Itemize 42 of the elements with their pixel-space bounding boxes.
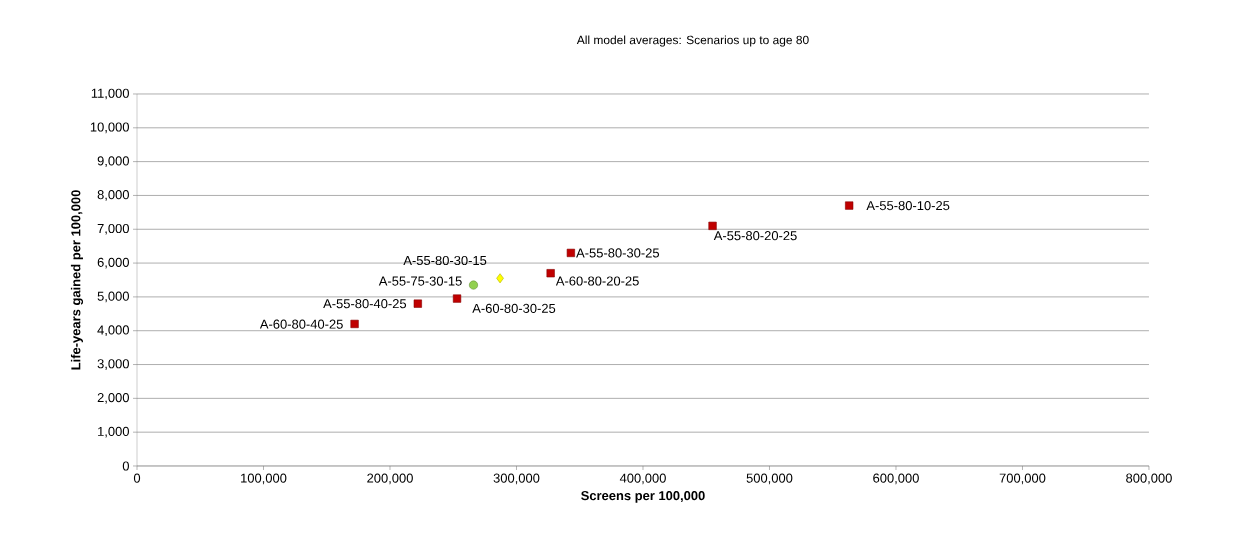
y-tick-label: 2,000 [97,392,129,404]
x-tick-label: 500,000 [746,473,793,485]
chart-title: All model averages: Scenarios up to age 80 [576,35,809,47]
point [708,221,717,230]
y-tick-label: 4,000 [97,325,129,337]
point [452,294,462,303]
point [546,269,555,278]
point [845,201,854,210]
point [566,248,575,258]
x-tick-label: 0 [133,473,141,483]
x-tick-label: 100,000 [241,473,287,485]
x-tick-label: 800,000 [1126,473,1172,485]
y-tick-label: 5,000 [97,291,129,303]
annotation: A-55-80-10-25 [866,201,950,211]
y-tick-label: 3,000 [97,359,129,370]
x-tick-label: 600,000 [873,473,919,485]
y-tick-label: 7,000 [97,223,129,235]
annotation: A-55-80-30-25 [576,248,660,258]
annotation: A-55-80-20-25 [713,231,797,241]
x-axis-title: Screens per 100,000 [581,491,705,503]
y-tick-label: 10,000 [90,122,129,134]
point [350,319,359,329]
x-tick-label: 400,000 [619,473,666,485]
point [496,273,504,284]
point [413,299,422,308]
point [468,280,478,290]
y-tick-label: 0 [122,461,129,471]
y-axis-title: Life-years gained per 100,000 [70,190,84,370]
x-tick-label: 300,000 [493,473,540,485]
annotation: A-55-80-30-15 [403,255,487,266]
y-tick-label: 1,000 [98,426,129,438]
y-tick-label: 6,000 [97,257,129,269]
y-tick-label: 11,000 [91,88,129,100]
x-tick-label: 700,000 [999,473,1046,485]
annotation: A-55-75-30-15 [378,276,462,286]
y-tick-label: 8,000 [97,190,129,201]
annotation: A-60-80-40-25 [259,319,343,329]
annotation: A-55-80-40-25 [323,299,407,309]
x-tick-label: 200,000 [367,473,413,485]
annotation: A-60-80-20-25 [555,276,639,286]
y-tick-label: 9,000 [97,156,129,167]
annotation: A-60-80-30-25 [472,303,556,313]
